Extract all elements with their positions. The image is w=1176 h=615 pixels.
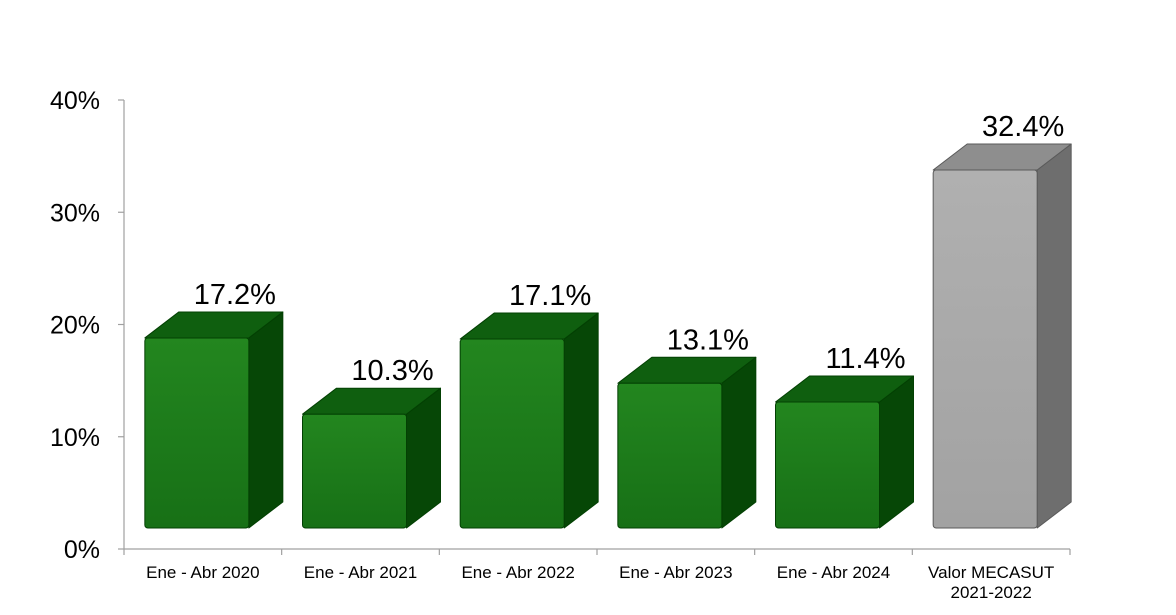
data-label: 17.1% xyxy=(509,280,591,312)
bar-4 xyxy=(617,356,757,529)
bar-3 xyxy=(459,312,599,529)
bar-front-face xyxy=(932,169,1038,529)
y-tick-label: 30% xyxy=(50,199,100,227)
x-category-label: 2021-2022 xyxy=(951,583,1032,602)
data-label: 32.4% xyxy=(982,111,1064,143)
x-category-label: Ene - Abr 2020 xyxy=(146,563,259,582)
x-category-label: Valor MECASUT xyxy=(928,563,1054,582)
chart-axes xyxy=(118,99,1071,555)
chart-labels: 0% 10% 20% 30% 40% 17.2% 10.3% 17.1% 13.1% 11.4% 3… xyxy=(50,87,1064,602)
data-label: 10.3% xyxy=(351,355,433,387)
bar-side-face xyxy=(721,356,757,529)
chart-bars xyxy=(144,143,1072,529)
data-label: 13.1% xyxy=(667,324,749,356)
bar-side-face xyxy=(563,312,599,529)
y-tick-label: 40% xyxy=(50,87,100,115)
x-category-label: Ene - Abr 2022 xyxy=(461,563,574,582)
bar-side-face xyxy=(879,375,914,529)
y-tick-label: 0% xyxy=(64,536,100,564)
bar-front-face xyxy=(302,413,407,529)
y-tick-label: 20% xyxy=(50,312,100,340)
bar-front-face xyxy=(144,337,250,529)
bar-1 xyxy=(144,311,284,529)
bar-front-face xyxy=(775,401,880,529)
bar-side-face xyxy=(248,311,284,529)
data-label: 17.2% xyxy=(194,279,276,311)
x-category-label: Ene - Abr 2023 xyxy=(619,563,732,582)
bar-side-face xyxy=(1036,143,1072,529)
bar-6 xyxy=(932,143,1072,529)
bar-front-face xyxy=(617,382,723,529)
data-label: 11.4% xyxy=(825,343,905,375)
bar-front-face xyxy=(459,338,565,529)
y-tick-label: 10% xyxy=(50,424,100,452)
bar-2 xyxy=(302,387,441,529)
bar-5 xyxy=(775,375,914,529)
x-category-label: Ene - Abr 2024 xyxy=(777,563,890,582)
x-category-label: Ene - Abr 2021 xyxy=(304,563,417,582)
